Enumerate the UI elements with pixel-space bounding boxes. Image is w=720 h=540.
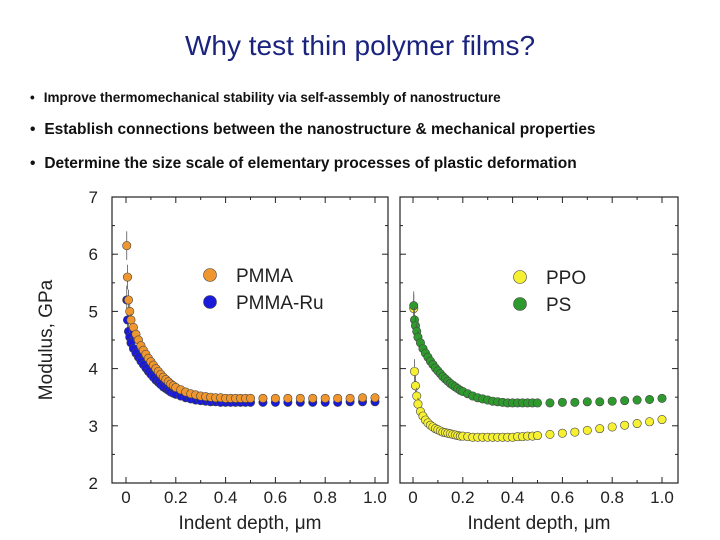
data-point-pmma [270,393,280,403]
x-tick-label: 0.6 [551,488,575,507]
data-point-ps [582,397,592,407]
bullet-item: • Determine the size scale of elementary… [30,155,710,173]
data-point-ppo [413,399,423,409]
data-point-ppo [570,427,580,437]
x-tick-label: 0.2 [164,488,188,507]
data-point-pmma [122,272,132,282]
x-tick-label: 0.8 [600,488,624,507]
y-tick-label: 4 [89,360,98,379]
data-point-pmma [123,295,133,305]
data-point-ppo [557,428,567,438]
legend-label: PS [546,295,571,316]
data-point-pmma [370,393,380,403]
y-tick-label: 2 [89,474,98,493]
x-axis-label: Indent depth, μm [179,513,322,534]
bullet-text: Establish connections between the nanost… [44,121,596,138]
data-point-ppo [657,415,667,425]
data-point-pmma [122,241,132,251]
data-point-ppo [632,419,642,429]
data-point-pmma [246,393,256,403]
y-tick-label: 7 [89,188,98,207]
x-tick-label: 0.4 [214,488,238,507]
data-point-pmma [333,393,343,403]
data-point-pmma [126,315,136,325]
data-point-pmma [258,393,268,403]
data-point-pmma [295,393,305,403]
bullet-text: Determine the size scale of elementary p… [44,155,577,172]
data-point-ps [409,301,419,311]
legend-marker-pmma-ru [203,295,217,309]
x-tick-label: 0 [408,488,417,507]
right-panel-frame [399,196,679,484]
y-tick-label: 5 [89,302,98,321]
data-point-ps [532,398,542,408]
data-point-ppo [595,424,605,434]
legend-label: PMMA-Ru [236,293,324,314]
x-tick-label: 0.4 [501,488,525,507]
data-point-ps [595,397,605,407]
data-point-pmma [358,393,368,403]
y-axis-label: Modulus, GPa [36,279,57,400]
x-axis-label: Indent depth, μm [468,513,611,534]
data-point-pmma [345,393,355,403]
x-tick-label: 1.0 [650,488,674,507]
data-point-ps [607,396,617,406]
data-point-ps [632,395,642,405]
y-tick-label: 3 [89,417,98,436]
data-point-ps [620,396,630,406]
bullet-item: • Improve thermomechanical stability via… [30,90,710,105]
data-point-pmma [308,393,318,403]
data-point-pmma [125,306,135,316]
data-point-ppo [582,425,592,435]
data-point-ppo [645,417,655,427]
data-point-ppo [412,391,422,401]
data-point-ppo [410,381,420,391]
bullet-item: • Establish connections between the nano… [30,121,710,139]
legend-marker-pmma [203,268,217,282]
slide-title: Why test thin polymer films? [184,30,536,61]
data-point-ppo [607,422,617,432]
x-tick-label: 0.8 [313,488,337,507]
legend-marker-ppo [513,270,527,284]
data-point-ppo [545,429,555,439]
bullet-list: • Improve thermomechanical stability via… [30,90,710,189]
data-point-ppo [532,431,542,441]
data-point-ppo [409,366,419,376]
data-point-pmma [283,393,293,403]
x-tick-label: 0 [121,488,130,507]
legend-label: PMMA [236,266,293,287]
bullet-marker: • [30,155,36,172]
left-panel-frame [111,196,389,484]
x-tick-label: 0.2 [451,488,475,507]
legend-label: PPO [546,268,586,289]
y-tick-label: 6 [89,245,98,264]
legend-marker-ps [513,297,527,311]
bullet-marker: • [30,90,35,105]
data-point-ppo [620,420,630,430]
data-point-ps [557,397,567,407]
bullet-marker: • [30,121,36,138]
data-point-ps [570,397,580,407]
bullet-text: Improve thermomechanical stability via s… [43,90,501,105]
data-point-ps [657,393,667,403]
x-tick-label: 0.6 [264,488,288,507]
data-point-ps [545,398,555,408]
x-tick-label: 1.0 [363,488,387,507]
data-point-pmma [320,393,330,403]
data-point-ps [645,394,655,404]
